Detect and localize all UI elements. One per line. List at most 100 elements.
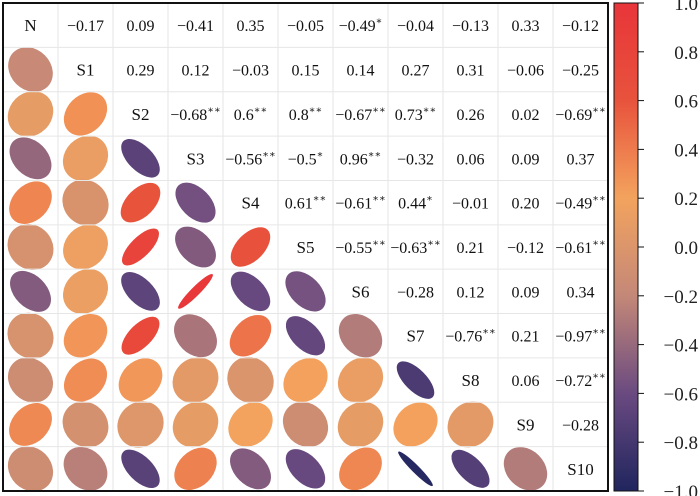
diagonal-label: S1 [77, 61, 95, 80]
coefficient-label: 0.14 [347, 63, 375, 80]
coefficient-label: 0.96∗∗ [340, 149, 382, 168]
coefficient-label: 0.8∗∗ [289, 105, 323, 124]
coefficient-label: −0.28 [562, 417, 599, 434]
coefficient-label: 0.15 [292, 63, 320, 80]
colorbar-tick-label: −0.4 [664, 336, 699, 357]
correlation-ellipse [393, 402, 438, 447]
coefficient-label: −0.28 [397, 284, 434, 301]
correlation-ellipse [285, 449, 326, 489]
coefficient-label: −0.97∗∗ [555, 327, 606, 346]
correlation-ellipse [174, 314, 217, 358]
correlation-ellipse [63, 358, 108, 402]
correlation-ellipse [339, 447, 382, 491]
correlation-ellipse [175, 226, 216, 268]
coefficient-label: −0.05 [287, 18, 324, 35]
diagonal-label: S6 [352, 282, 370, 301]
diagonal-label: S9 [517, 415, 535, 434]
diagonal-label: S4 [242, 194, 260, 213]
coefficient-label: 0.61∗∗ [285, 194, 327, 213]
diagonal-label: S8 [462, 371, 480, 390]
coefficient-label: −0.76∗∗ [445, 327, 496, 346]
correlation-ellipse [9, 403, 52, 446]
coefficient-label: −0.04 [397, 18, 434, 35]
correlation-ellipse [63, 92, 108, 136]
matrix-cells: N −0.17 0.09 −0.41 0.35 −0.05 −0.49∗ −0.04 −0.13… [3, 3, 608, 492]
coefficient-label: −0.03 [232, 63, 269, 80]
coefficient-label: 0.44∗ [398, 194, 433, 213]
coefficient-label: 0.02 [512, 107, 540, 124]
correlation-ellipse [398, 451, 433, 487]
coefficient-label: 0.6∗∗ [234, 105, 268, 124]
correlation-ellipse [8, 47, 53, 92]
colorbar-tick-label: −1.0 [664, 482, 698, 496]
correlation-ellipse [230, 271, 271, 312]
correlation-ellipse [7, 91, 54, 137]
coefficient-label: 0.73∗∗ [395, 105, 437, 124]
colorbar-tick-label: 0.4 [674, 140, 698, 161]
coefficient-label: −0.72∗∗ [555, 371, 606, 390]
matrix-frame [2, 2, 609, 492]
correlation-ellipse [172, 401, 219, 448]
correlation-ellipse [62, 179, 109, 226]
correlation-ellipse [227, 356, 274, 404]
coefficient-label: −0.69∗∗ [555, 105, 606, 124]
coefficient-label: −0.25 [562, 63, 599, 80]
correlation-ellipse [338, 314, 383, 358]
correlation-ellipse [63, 313, 108, 358]
correlation-ellipse [63, 446, 108, 491]
correlation-ellipse [447, 401, 494, 448]
colorbar-tick-label: 0.2 [674, 189, 698, 210]
coefficient-label: 0.06 [512, 373, 540, 390]
coefficient-label: −0.06 [507, 63, 544, 80]
diagonal-label: N [24, 16, 36, 35]
correlation-ellipse [230, 448, 271, 490]
coefficient-label: −0.49∗∗ [555, 194, 606, 213]
coefficient-label: 0.09 [127, 18, 155, 35]
correlation-ellipse [503, 447, 548, 491]
correlation-ellipse [121, 316, 160, 355]
coefficient-label: 0.31 [457, 63, 485, 80]
coefficient-label: −0.56∗∗ [225, 149, 276, 168]
coefficient-label: 0.12 [457, 284, 485, 301]
coefficient-label: −0.5∗ [288, 149, 324, 168]
coefficient-label: −0.61∗∗ [555, 238, 606, 257]
coefficient-label: 0.34 [567, 284, 595, 301]
correlation-ellipse [337, 357, 384, 403]
diagonal-label: S10 [567, 460, 593, 479]
colorbar-gradient [613, 2, 639, 492]
colorbar: 1.0 0.8 0.6 0.4 0.2 0.0 −0.2 −0.4 −0.6 −0.8 −1.0 [613, 0, 699, 496]
coefficient-label: −0.32 [397, 151, 434, 168]
coefficient-label: 0.12 [182, 63, 210, 80]
correlation-ellipse [282, 401, 329, 448]
coefficient-label: −0.68∗∗ [170, 105, 221, 124]
colorbar-tick-label: 0.0 [674, 238, 698, 259]
coefficient-label: 0.26 [457, 107, 485, 124]
correlation-ellipse [172, 357, 219, 404]
coefficient-label: −0.13 [452, 18, 489, 35]
coefficient-label: −0.01 [452, 196, 489, 213]
correlation-ellipse [337, 401, 384, 448]
coefficient-label: −0.12 [562, 18, 599, 35]
correlation-ellipse [7, 446, 54, 492]
correlation-ellipse [121, 228, 160, 266]
correlation-ellipse [285, 316, 326, 356]
correlation-ellipse [283, 357, 328, 403]
correlation-ellipse [63, 224, 108, 270]
correlation-ellipse [117, 401, 164, 448]
colorbar-tick-label: −0.2 [664, 287, 698, 308]
coefficient-label: −0.55∗∗ [335, 238, 386, 257]
coefficient-label: 0.09 [512, 284, 540, 301]
coefficient-label: −0.12 [507, 240, 544, 257]
correlation-ellipse [178, 273, 213, 309]
correlation-ellipse [228, 402, 273, 447]
correlation-ellipse [62, 401, 109, 448]
correlation-ellipse [118, 358, 163, 402]
correlation-ellipse [120, 182, 161, 223]
coefficient-label: 0.33 [512, 18, 540, 35]
correlation-ellipse [285, 271, 326, 312]
colorbar-tick-label: 0.6 [674, 92, 698, 113]
correlation-ellipse [451, 449, 490, 488]
correlation-ellipse [121, 272, 160, 311]
diagonal-label: S3 [187, 149, 205, 168]
